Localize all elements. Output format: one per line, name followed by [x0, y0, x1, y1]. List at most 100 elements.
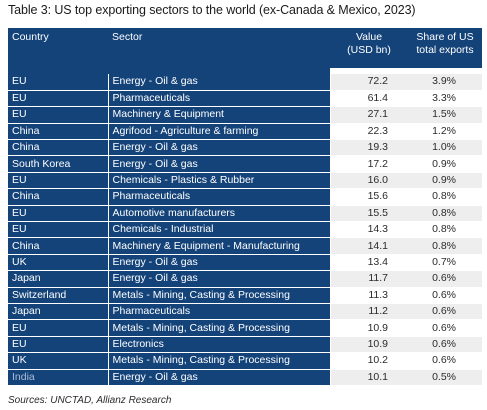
cell-value: 10.9 — [330, 319, 408, 337]
cell-sector: Energy - Oil & gas — [108, 254, 331, 272]
table-title: Table 3: US top exporting sectors to the… — [8, 3, 416, 17]
cell-country: China — [8, 123, 109, 141]
cell-share: 0.8% — [408, 205, 482, 223]
cell-country: Japan — [8, 270, 109, 288]
table-row: China Pharmaceuticals 15.6 0.8% — [8, 188, 482, 206]
cell-value: 16.0 — [330, 172, 408, 190]
cell-value: 13.4 — [330, 254, 408, 272]
header-gap-row — [8, 68, 482, 74]
cell-country: EU — [8, 221, 109, 239]
table-row: EU Electronics 10.9 0.6% — [8, 336, 482, 354]
table-row: China Energy - Oil & gas 19.3 1.0% — [8, 139, 482, 157]
cell-sector: Automotive manufacturers — [108, 205, 331, 223]
cell-sector: Machinery & Equipment — [108, 106, 331, 124]
cell-value: 11.3 — [330, 287, 408, 304]
header-share-line2: total exports — [416, 44, 474, 56]
table-row: EU Pharmaceuticals 61.4 3.3% — [8, 90, 482, 108]
cell-share: 0.8% — [408, 221, 482, 239]
cell-value: 27.1 — [330, 106, 408, 124]
cell-value: 22.3 — [330, 123, 408, 141]
cell-sector: Pharmaceuticals — [108, 188, 331, 206]
cell-value: 19.3 — [330, 139, 408, 157]
cell-share: 3.9% — [408, 74, 482, 91]
table-row: India Energy - Oil & gas 10.1 0.5% — [8, 369, 482, 386]
cell-sector: Machinery & Equipment - Manufacturing — [108, 237, 331, 255]
cell-sector: Metals - Mining, Casting & Processing — [108, 319, 331, 337]
table-row: EU Machinery & Equipment 27.1 1.5% — [8, 106, 482, 124]
cell-sector: Energy - Oil & gas — [108, 369, 331, 386]
table-row: EU Chemicals - Plastics & Rubber 16.0 0.9% — [8, 172, 482, 190]
cell-share: 0.9% — [408, 172, 482, 190]
cell-sector: Pharmaceuticals — [108, 303, 331, 321]
cell-country: EU — [8, 336, 109, 354]
cell-share: 0.7% — [408, 254, 482, 272]
header-value-line1: Value — [355, 31, 383, 43]
cell-sector: Energy - Oil & gas — [108, 155, 331, 173]
cell-value: 14.1 — [330, 237, 408, 255]
cell-sector: Metals - Mining, Casting & Processing — [108, 352, 331, 370]
cell-share: 3.3% — [408, 90, 482, 108]
cell-share: 0.6% — [408, 303, 482, 321]
cell-value: 10.2 — [330, 352, 408, 370]
cell-sector: Electronics — [108, 336, 331, 354]
table-row: EU Metals - Mining, Casting & Processing 1… — [8, 319, 482, 337]
cell-country: South Korea — [8, 155, 109, 173]
cell-country: China — [8, 237, 109, 255]
table-row: EU Energy - Oil & gas 72.2 3.9% — [8, 74, 482, 91]
cell-country: EU — [8, 205, 109, 223]
cell-share: 1.0% — [408, 139, 482, 157]
cell-share: 0.8% — [408, 188, 482, 206]
cell-country: Switzerland — [8, 287, 109, 304]
table-row: Switzerland Metals - Mining, Casting & Pr… — [8, 287, 482, 304]
cell-sector: Energy - Oil & gas — [108, 139, 331, 157]
header-sector: Sector — [108, 28, 330, 68]
cell-country: UK — [8, 352, 109, 370]
table-row: UK Energy - Oil & gas 13.4 0.7% — [8, 254, 482, 272]
table-row: Japan Energy - Oil & gas 11.7 0.6% — [8, 270, 482, 288]
cell-sector: Pharmaceuticals — [108, 90, 331, 108]
cell-sector: Energy - Oil & gas — [108, 270, 331, 288]
exports-table: Country Sector Value (USD bn) Share of U… — [8, 28, 482, 386]
cell-share: 0.5% — [408, 369, 482, 386]
cell-sector: Chemicals - Plastics & Rubber — [108, 172, 331, 190]
cell-country: China — [8, 139, 109, 157]
table-row: UK Metals - Mining, Casting & Processing 1… — [8, 352, 482, 370]
cell-share: 1.2% — [408, 123, 482, 141]
table-row: China Agrifood - Agriculture & farming 22.… — [8, 123, 482, 141]
table-row: EU Chemicals - Industrial 14.3 0.8% — [8, 221, 482, 239]
cell-value: 15.5 — [330, 205, 408, 223]
table-row: Japan Pharmaceuticals 11.2 0.6% — [8, 303, 482, 321]
cell-value: 17.2 — [330, 155, 408, 173]
cell-share: 1.5% — [408, 106, 482, 124]
cell-country: EU — [8, 74, 109, 91]
table-row: EU Automotive manufacturers 15.5 0.8% — [8, 205, 482, 223]
cell-value: 61.4 — [330, 90, 408, 108]
cell-share: 0.6% — [408, 287, 482, 304]
table-body: EU Energy - Oil & gas 72.2 3.9% EU Pharmaceut… — [8, 68, 482, 386]
cell-country: UK — [8, 254, 109, 272]
cell-sector: Metals - Mining, Casting & Processing — [108, 287, 331, 304]
cell-country: China — [8, 188, 109, 206]
cell-value: 10.1 — [330, 369, 408, 386]
cell-sector: Chemicals - Industrial — [108, 221, 331, 239]
cell-share: 0.6% — [408, 336, 482, 354]
header-share: Share of US total exports — [408, 28, 482, 68]
cell-value: 10.9 — [330, 336, 408, 354]
cell-value: 11.7 — [330, 270, 408, 288]
cell-country: Japan — [8, 303, 109, 321]
header-country-label: Country — [12, 31, 49, 43]
cell-share: 0.6% — [408, 352, 482, 370]
cell-country: India — [8, 369, 109, 386]
cell-sector: Agrifood - Agriculture & farming — [108, 123, 331, 141]
cell-value: 11.2 — [330, 303, 408, 321]
source-note: Sources: UNCTAD, Allianz Research — [8, 395, 172, 406]
cell-sector: Energy - Oil & gas — [108, 74, 331, 91]
header-value: Value (USD bn) — [330, 28, 408, 68]
header-country: Country — [8, 28, 108, 68]
cell-share: 0.6% — [408, 270, 482, 288]
cell-value: 14.3 — [330, 221, 408, 239]
cell-share: 0.8% — [408, 237, 482, 255]
cell-country: EU — [8, 106, 109, 124]
cell-value: 15.6 — [330, 188, 408, 206]
table-row: South Korea Energy - Oil & gas 17.2 0.9% — [8, 155, 482, 173]
